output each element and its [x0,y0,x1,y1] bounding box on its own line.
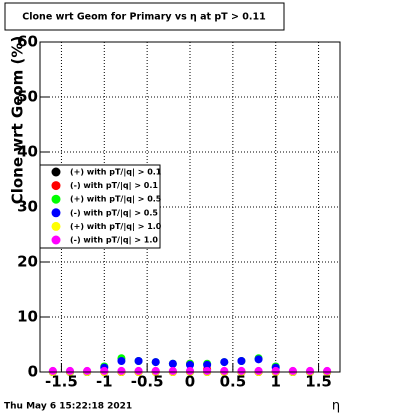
legend-marker [51,167,61,177]
y-tick-label: 50 [17,88,38,106]
data-point [323,366,332,375]
data-point [203,366,212,375]
timestamp: Thu May 6 15:22:18 2021 [4,402,132,412]
data-point [186,366,194,375]
data-point [100,366,109,375]
legend: (+) with pT/|q| > 0.1 (-) with pT/|q| > 0… [39,164,162,249]
data-point [134,366,143,375]
y-tick-label: 30 [17,198,38,216]
data-point [117,357,126,365]
legend-marker [51,181,61,191]
legend-box [39,164,161,249]
data-point [168,359,177,368]
title-box [4,2,285,31]
x-tick-label: 1 [270,373,280,391]
x-tick-label: -1 [96,373,113,391]
data-point [83,366,92,375]
data-point [220,366,229,375]
data-point [306,366,314,375]
data-point [151,358,160,367]
x-tick-label: -0.5 [131,373,164,391]
chart-title: Clone wrt Geom for Primary vs η at pT > … [22,12,265,23]
data-point [134,357,143,365]
x-tick-label: 0 [185,373,195,391]
y-tick-label: 0 [28,363,38,381]
y-tick-label: 40 [17,143,38,161]
data-point [48,366,57,375]
data-point [271,366,280,375]
legend-label: (-) with pT/|q| > 0.5 [70,208,158,217]
y-axis-label: Clone wrt Geom (%) [9,36,27,205]
data-point [203,360,212,369]
data-point [168,366,177,375]
legend-label: (+) with pT/|q| > 0.5 [70,195,162,204]
y-tick-label: 20 [17,253,38,271]
data-point [237,366,246,375]
y-tick-label: 60 [17,33,38,51]
data-point [237,357,246,365]
x-tick-label: 1.5 [305,373,332,391]
legend-marker [51,235,61,245]
x-axis-label: η [332,399,340,414]
data-point [186,360,194,369]
legend-marker [51,194,61,204]
legend-label: (-) with pT/|q| > 1.0 [70,236,158,245]
legend-label: (+) with pT/|q| > 1.0 [70,222,162,231]
data-point [254,355,263,364]
data-point [151,366,160,375]
y-tick-label: 10 [17,308,38,326]
legend-label: (-) with pT/|q| > 0.1 [70,181,158,190]
data-point [117,366,126,375]
data-point [66,366,74,375]
data-point [254,366,263,375]
legend-marker [51,208,61,218]
x-tick-label: 0.5 [220,373,247,391]
legend-marker [51,221,61,231]
x-tick-label: -1.5 [45,373,78,391]
data-point [288,366,297,375]
data-point [220,358,229,367]
legend-label: (+) with pT/|q| > 0.1 [70,168,162,177]
